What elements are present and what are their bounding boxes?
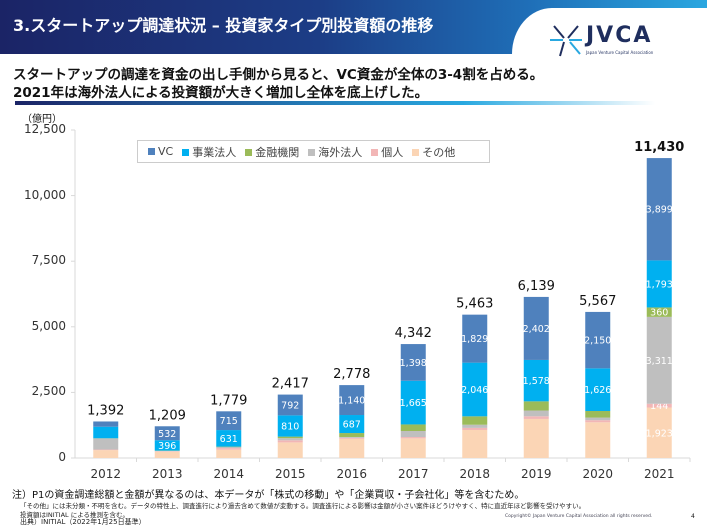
data-label: 2,150 xyxy=(584,336,611,347)
data-label: 360 xyxy=(650,308,668,319)
bar-segment-個人 xyxy=(278,440,303,442)
bar-segment-その他 xyxy=(93,450,118,458)
bar-segment-個人 xyxy=(401,437,426,438)
legend-item: 金融機関 xyxy=(245,144,299,160)
bar-segment-海外法人 xyxy=(339,437,364,438)
legend-item: 個人 xyxy=(371,144,403,160)
bar-segment-その他 xyxy=(216,450,241,458)
legend-label: VC xyxy=(158,145,173,158)
total-label: 1,209 xyxy=(149,408,186,423)
copyright: Copyright© Japan Venture Capital Associa… xyxy=(505,514,652,519)
bar-segment-個人 xyxy=(93,450,118,451)
data-label: 1,140 xyxy=(338,396,365,407)
legend-label: その他 xyxy=(422,146,455,159)
page-number: 4 xyxy=(691,513,695,520)
data-label: 687 xyxy=(343,420,361,431)
legend-item: その他 xyxy=(412,144,455,160)
bar-segment-海外法人 xyxy=(524,411,549,417)
bar-segment-金融機関 xyxy=(339,433,364,437)
total-label: 4,342 xyxy=(395,326,432,341)
legend-label: 個人 xyxy=(381,146,403,159)
total-label: 2,778 xyxy=(333,367,370,382)
bar-segment-金融機関 xyxy=(585,411,610,418)
data-label: 792 xyxy=(281,400,299,411)
legend-item: 海外法人 xyxy=(308,144,362,160)
bar-segment-金融機関 xyxy=(401,424,426,431)
legend-swatch xyxy=(308,149,315,156)
data-label: 810 xyxy=(281,421,299,432)
bar-segment-金融機関 xyxy=(462,416,487,424)
legend: VC 事業法人 金融機関 海外法人 個人 その他 xyxy=(137,140,490,163)
total-label: 2,417 xyxy=(272,377,309,392)
bar-segment-金融機関 xyxy=(278,437,303,439)
bar-segment-その他 xyxy=(339,439,364,458)
bar-segment-個人 xyxy=(339,438,364,439)
data-label: 1,829 xyxy=(461,334,488,345)
total-label: 5,567 xyxy=(579,294,616,309)
data-label: 1,626 xyxy=(584,385,611,396)
data-label: 1,793 xyxy=(646,279,673,290)
bar-segment-個人 xyxy=(524,416,549,419)
data-label: 1,398 xyxy=(400,358,427,369)
bar-segment-その他 xyxy=(278,442,303,458)
legend-item: VC xyxy=(148,145,173,158)
data-label: 3,311 xyxy=(646,356,673,367)
total-label: 5,463 xyxy=(456,297,493,312)
data-label: 396 xyxy=(158,441,176,452)
bar-segment-海外法人 xyxy=(585,418,610,421)
bar-segment-海外法人 xyxy=(401,431,426,437)
bar-segment-海外法人 xyxy=(216,447,241,448)
total-label: 1,392 xyxy=(87,403,124,418)
bar-segment-個人 xyxy=(216,448,241,450)
bar-segment-その他 xyxy=(155,452,180,458)
bar-segment-個人 xyxy=(462,428,487,430)
data-label: 1,923 xyxy=(646,428,673,439)
data-label: 532 xyxy=(158,429,176,440)
data-label: 1,578 xyxy=(523,376,550,387)
total-label: 6,139 xyxy=(518,279,555,294)
bar-segment-その他 xyxy=(401,438,426,458)
total-label: 11,430 xyxy=(634,140,684,155)
legend-label: 海外法人 xyxy=(318,146,362,159)
data-label: 2,046 xyxy=(461,385,488,396)
legend-swatch xyxy=(148,148,155,155)
data-label: 2,402 xyxy=(523,324,550,335)
bar-segment-その他 xyxy=(585,422,610,458)
legend-label: 金融機関 xyxy=(255,146,299,159)
bar-segment-その他 xyxy=(462,430,487,458)
legend-swatch xyxy=(182,149,189,156)
footnote-1: 注）P1の資金調達総額と金額が異なるのは、本データが「株式の移動」や「企業買収・… xyxy=(12,486,524,501)
bar-segment-事業法人 xyxy=(93,427,118,439)
legend-swatch xyxy=(371,149,378,156)
legend-label: 事業法人 xyxy=(192,146,236,159)
data-label: 1,665 xyxy=(400,398,427,409)
bar-segment-海外法人 xyxy=(278,438,303,440)
bar-segment-VC xyxy=(93,421,118,426)
bar-segment-その他 xyxy=(524,419,549,458)
legend-item: 事業法人 xyxy=(182,144,236,160)
legend-swatch xyxy=(412,149,419,156)
data-label: 715 xyxy=(220,416,238,427)
legend-swatch xyxy=(245,149,252,156)
bar-segment-海外法人 xyxy=(93,439,118,450)
bar-segment-個人 xyxy=(585,420,610,422)
data-label: 631 xyxy=(220,434,238,445)
data-label: 3,899 xyxy=(646,205,673,216)
bar-segment-金融機関 xyxy=(524,401,549,410)
bar-segment-海外法人 xyxy=(462,425,487,428)
total-label: 1,779 xyxy=(210,393,247,408)
